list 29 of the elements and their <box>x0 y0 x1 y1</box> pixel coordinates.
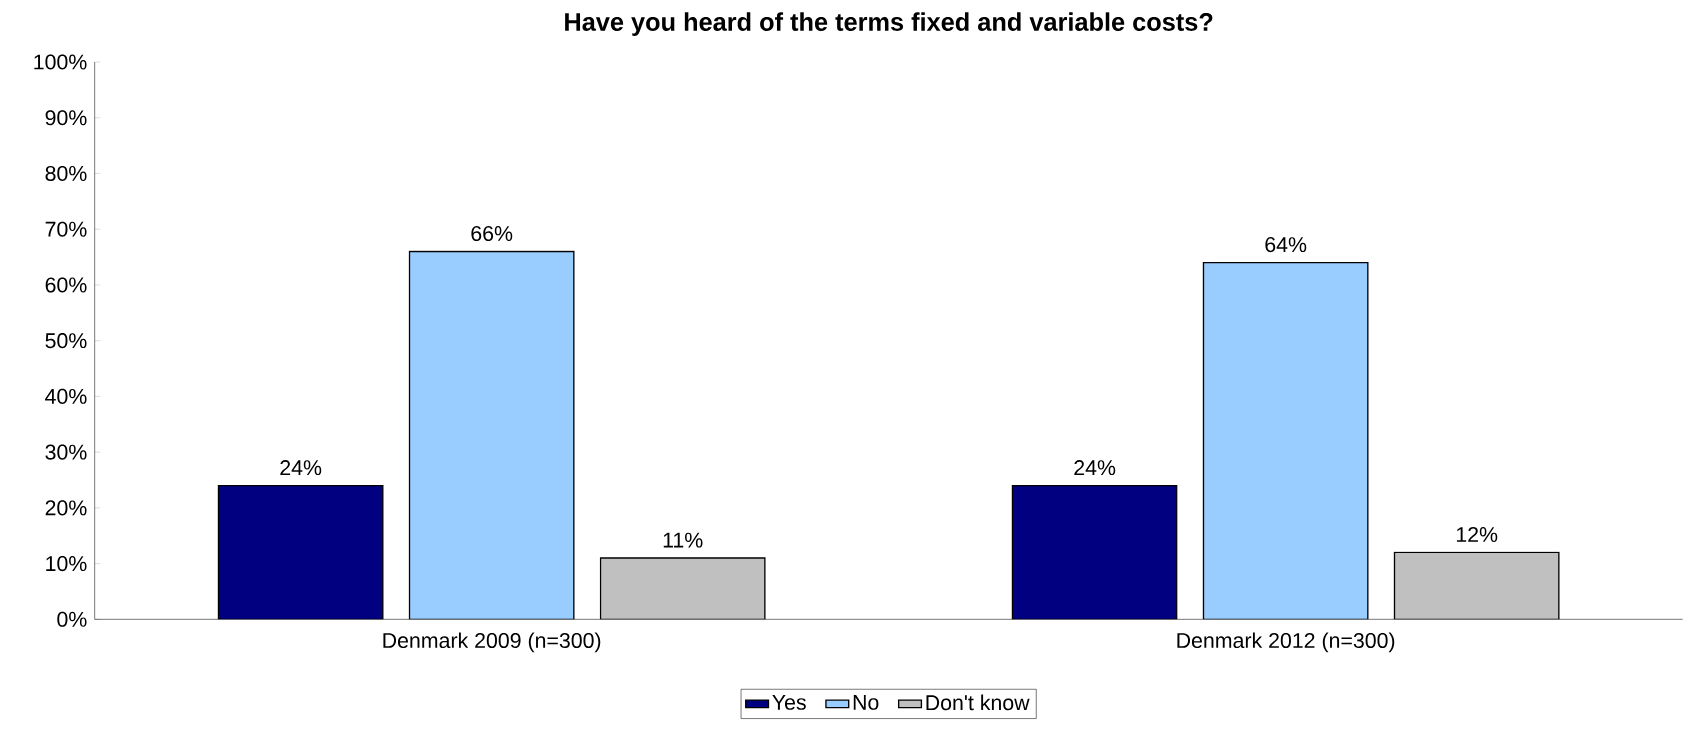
y-tick-label: 90% <box>45 110 87 126</box>
y-tick-label: 0% <box>57 611 87 627</box>
legend-label: Yes <box>772 694 806 710</box>
y-tick-label: 20% <box>45 500 87 516</box>
y-tick-label: 100% <box>34 54 87 70</box>
y-tick-label: 10% <box>46 556 87 572</box>
legend-label: No <box>853 694 879 710</box>
data-label: 11% <box>663 532 703 548</box>
x-tick-label: Denmark 2012 (n=300) <box>1177 632 1395 653</box>
bar <box>1202 261 1369 620</box>
data-label: 12% <box>1456 526 1498 542</box>
x-tick-label: Denmark 2009 (n=300) <box>383 632 601 653</box>
bar <box>1011 484 1178 620</box>
y-tick-label: 70% <box>45 221 87 237</box>
data-label: 24% <box>1074 460 1116 476</box>
bar <box>408 250 575 620</box>
bar <box>217 484 384 620</box>
bar <box>599 557 766 620</box>
legend-label: Don't know <box>926 694 1030 711</box>
y-tick-label: 60% <box>45 277 87 293</box>
bar <box>1393 551 1560 620</box>
y-tick-label: 30% <box>45 444 87 460</box>
data-label: 24% <box>280 460 322 476</box>
y-tick-label: 80% <box>45 165 87 182</box>
y-tick-label: 40% <box>45 388 87 404</box>
chart-title: Have you heard of the terms fixed and variable costs? <box>565 12 1213 36</box>
data-label: 66% <box>471 225 513 242</box>
data-label: 64% <box>1265 237 1307 253</box>
y-tick-label: 50% <box>45 333 87 349</box>
